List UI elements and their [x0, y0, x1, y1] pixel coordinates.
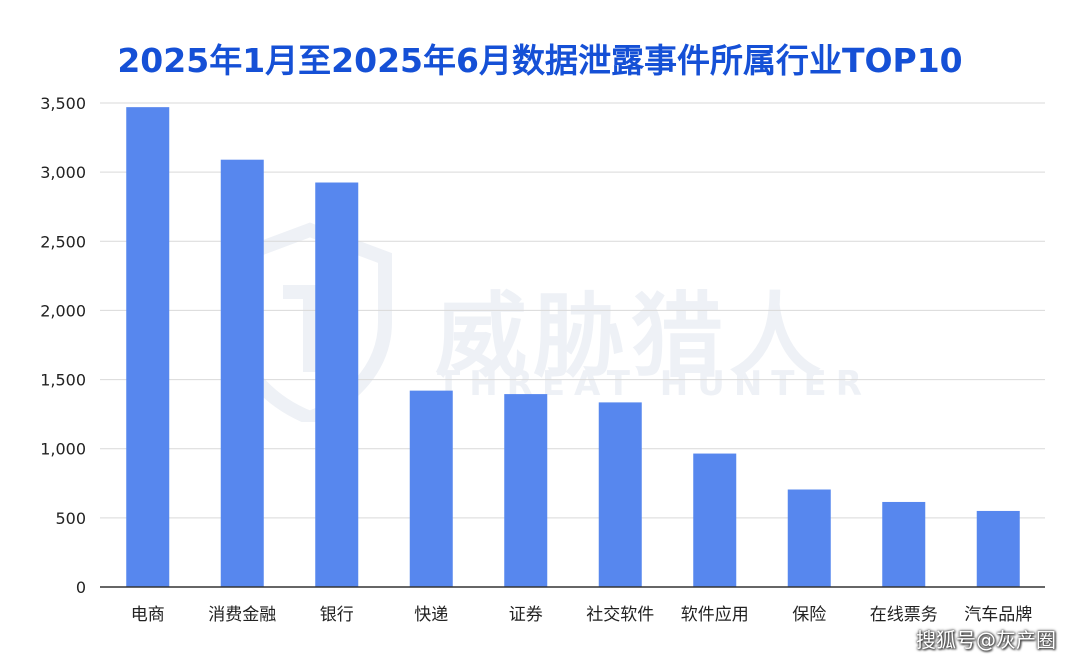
- x-tick-label: 消费金融: [208, 605, 276, 625]
- bar: [693, 453, 737, 587]
- x-tick-label: 保险: [792, 605, 826, 625]
- bar: [315, 182, 359, 587]
- bar: [598, 402, 642, 587]
- bar: [126, 107, 170, 588]
- y-tick-label: 2,000: [40, 301, 86, 320]
- x-tick-label: 汽车品牌: [964, 605, 1032, 625]
- bar: [882, 501, 926, 587]
- bar: [504, 394, 548, 587]
- x-tick-label: 快递: [414, 605, 448, 625]
- y-tick-label: 500: [55, 509, 86, 528]
- y-tick-label: 2,500: [40, 232, 86, 251]
- x-tick-label: 证券: [509, 605, 543, 625]
- x-tick-label: 银行: [320, 605, 354, 625]
- x-tick-label: 软件应用: [681, 605, 749, 625]
- x-tick-label: 在线票务: [870, 605, 938, 625]
- y-tick-label: 1,500: [40, 371, 86, 390]
- bar: [976, 510, 1020, 587]
- bar: [409, 390, 453, 587]
- x-tick-label: 社交软件: [586, 605, 654, 625]
- y-tick-label: 0: [76, 578, 86, 597]
- chart-title: 2025年1月至2025年6月数据泄露事件所属行业TOP10: [117, 41, 963, 80]
- bar: [220, 159, 264, 587]
- watermark-logo-text: 威胁猎人: [435, 283, 828, 390]
- y-tick-label: 3,000: [40, 163, 86, 182]
- bar: [787, 489, 831, 587]
- y-tick-label: 1,000: [40, 440, 86, 459]
- source-credit: 搜狐号@灰产圈: [916, 628, 1056, 652]
- x-tick-label: 电商: [131, 605, 165, 625]
- y-tick-label: 3,500: [40, 94, 86, 113]
